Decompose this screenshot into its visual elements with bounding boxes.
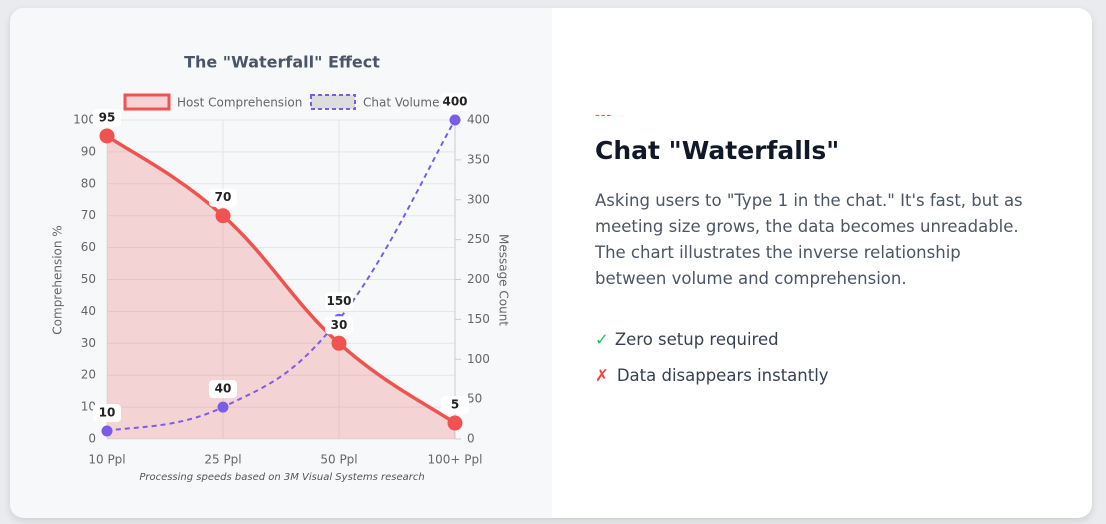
y-tick-label: 20 (81, 368, 96, 382)
footnote: Processing speeds based on 3M Visual Sys… (139, 472, 424, 483)
legend-swatch (123, 93, 171, 111)
y-tick-label: 30 (81, 336, 96, 350)
y2-tick-label: 150 (467, 312, 490, 326)
cross-icon: ✗ (595, 366, 609, 385)
y2-tick-label: 200 (467, 272, 490, 286)
data-label-bg (325, 292, 353, 311)
list-item: ✗ Data disappears instantly (595, 366, 829, 385)
x-tick-label: 100+ Ppl (428, 453, 483, 467)
legend-swatch (310, 94, 356, 110)
x-tick-label: 25 Ppl (204, 453, 241, 467)
y-tick-label: 50 (81, 272, 96, 286)
item-text: Zero setup required (614, 330, 779, 349)
y2-tick-label: 400 (467, 113, 490, 127)
area (107, 135, 455, 439)
point (215, 208, 231, 224)
list-item: ✓ Zero setup required (595, 330, 779, 349)
data-label: 5 (451, 398, 459, 412)
data-label: 150 (326, 294, 351, 308)
x-tick-label: 10 Ppl (88, 453, 125, 467)
y2-tick-label: 300 (467, 192, 490, 206)
data-label-bg (441, 396, 469, 415)
data-label-bg (93, 404, 121, 423)
item-text: Data disappears instantly (616, 366, 829, 385)
chart-title: The "Waterfall" Effect (184, 53, 380, 72)
y-tick-label: 40 (81, 304, 96, 318)
body-text: Asking users to "Type 1 in the chat." It… (595, 191, 1023, 288)
data-label-bg (209, 380, 237, 399)
data-label: 10 (99, 406, 116, 420)
line (106, 119, 456, 433)
line (106, 134, 456, 425)
data-label-bg (441, 93, 469, 111)
y2-tick-label: 50 (467, 392, 482, 406)
data-label: 95 (99, 110, 116, 124)
chart: The "Waterfall" Effect010203040506070809… (51, 53, 511, 484)
data-label-bg (325, 316, 353, 335)
x-tick-label: 50 Ppl (320, 453, 357, 467)
data-label-bg (93, 108, 121, 127)
legend-label: Chat Volume (363, 96, 440, 110)
y-tick-label: 70 (81, 208, 96, 222)
data-label: 30 (331, 318, 348, 332)
legend-label: Host Comprehension (177, 96, 302, 110)
data-label: 40 (215, 382, 232, 396)
y-tick-label: 10 (81, 400, 96, 414)
divider: --- (595, 108, 613, 123)
point (447, 415, 463, 431)
data-label: 70 (215, 190, 232, 204)
y-tick-label: 100 (73, 113, 96, 127)
point (217, 401, 229, 413)
y-tick-label: 0 (88, 432, 96, 446)
check-icon: ✓ (595, 330, 609, 349)
y-axis-title: Comprehension % (51, 225, 65, 334)
y2-tick-label: 100 (467, 352, 490, 366)
y2-tick-label: 250 (467, 232, 490, 246)
y2-tick-label: 350 (467, 152, 490, 166)
y2-tick-label: 0 (467, 432, 475, 446)
point (449, 114, 461, 126)
y-tick-label: 80 (81, 176, 96, 190)
data-label-bg (209, 188, 237, 207)
point (101, 425, 113, 437)
chart-panel: The "Waterfall" Effect 0 10 20 30 40 50 60 70 80 9… (10, 8, 552, 518)
y-tick-label: 90 (81, 144, 96, 158)
card: The "Waterfall" Effect 0 10 20 30 40 50 60 70 80 9… (10, 8, 1092, 518)
data-label: 400 (442, 95, 467, 109)
point (331, 335, 347, 351)
y-tick-label: 60 (81, 240, 96, 254)
y2-axis-title: Message Count (497, 234, 511, 326)
heading: Chat "Waterfalls" (595, 136, 840, 165)
point (99, 128, 115, 144)
